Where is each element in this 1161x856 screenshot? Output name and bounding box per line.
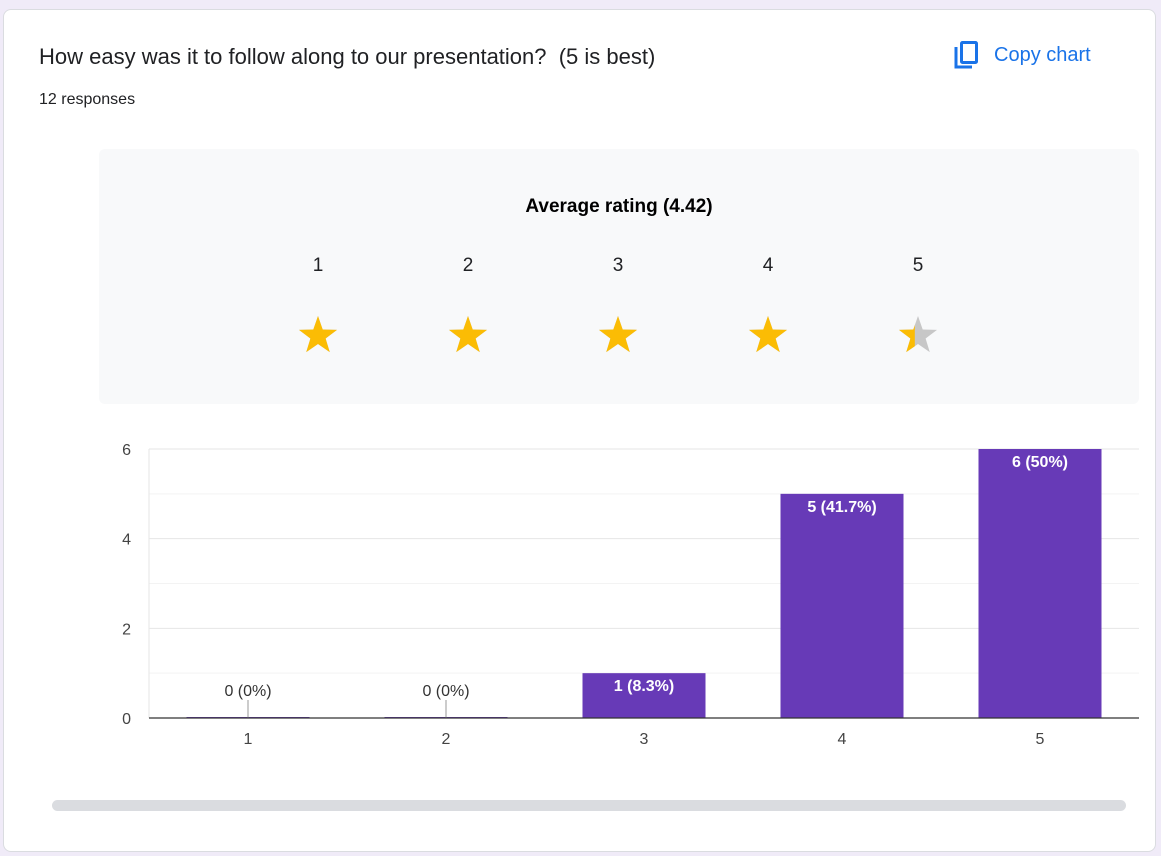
rating-bar-chart: 0 2 4 6 0 (0%) 1 0 (0%) 2 1 (8.3%) 3 5 (41.7%) 4 6 (…	[122, 442, 1139, 748]
star-icon	[748, 315, 788, 355]
question-title: How easy was it to follow along to our p…	[39, 44, 656, 69]
rating-label-4: 4	[762, 255, 774, 276]
y-tick-label: 4	[122, 532, 131, 549]
bar	[978, 449, 1102, 718]
rating-label-2: 2	[462, 255, 474, 276]
data-label: 6 (50%)	[1012, 454, 1068, 471]
bar	[582, 673, 706, 718]
copy-chart-button[interactable]: Copy chart	[952, 37, 1091, 73]
x-tick-label: 5	[1036, 731, 1045, 748]
y-tick-label: 0	[122, 711, 131, 728]
rating-label-3: 3	[612, 255, 624, 276]
data-label: 5 (41.7%)	[807, 499, 876, 516]
y-tick-label: 6	[122, 442, 131, 459]
question-card: How easy was it to follow along to our p…	[3, 9, 1156, 852]
data-label: 0 (0%)	[422, 683, 469, 700]
horizontal-scrollbar[interactable]	[52, 800, 1126, 811]
content-copy-icon	[952, 40, 980, 70]
star-icon	[598, 315, 638, 355]
average-rating-panel: Average rating (4.42) 1 2 3 4 5	[99, 149, 1139, 404]
data-label: 1 (8.3%)	[614, 678, 674, 695]
star-icon	[448, 315, 488, 355]
copy-chart-label: Copy chart	[994, 43, 1091, 66]
y-tick-label: 2	[122, 621, 131, 638]
bar	[780, 493, 904, 718]
average-rating-title: Average rating (4.42)	[525, 196, 713, 217]
x-tick-label: 4	[838, 731, 847, 748]
data-label: 0 (0%)	[224, 683, 271, 700]
star-icon	[298, 315, 338, 355]
x-tick-label: 2	[442, 731, 451, 748]
x-tick-label: 1	[244, 731, 253, 748]
response-count: 12 responses	[39, 91, 136, 108]
x-tick-label: 3	[640, 731, 649, 748]
rating-label-1: 1	[312, 255, 324, 276]
rating-label-5: 5	[912, 255, 924, 276]
star-icon	[898, 315, 938, 355]
